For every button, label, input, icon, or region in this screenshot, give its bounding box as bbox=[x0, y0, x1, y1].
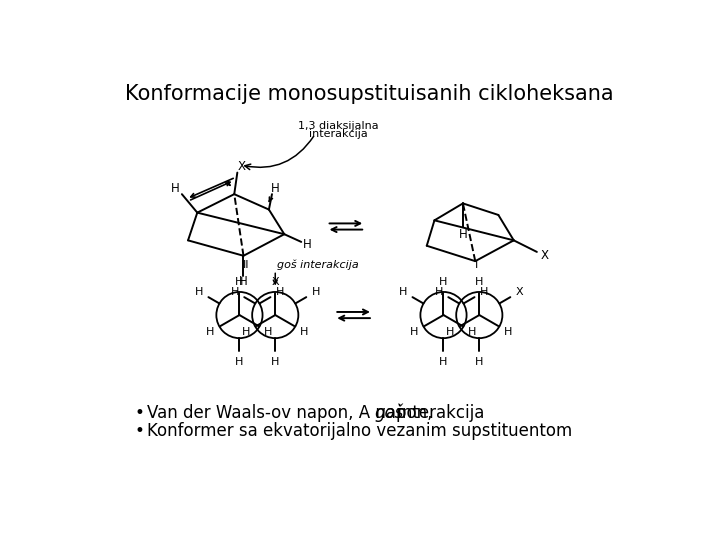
Text: H: H bbox=[271, 356, 279, 367]
Text: H: H bbox=[459, 228, 467, 241]
Text: X: X bbox=[541, 249, 549, 262]
Text: H: H bbox=[439, 276, 448, 287]
Text: H: H bbox=[242, 327, 251, 337]
Text: H: H bbox=[399, 287, 408, 297]
Text: H: H bbox=[230, 287, 239, 297]
Text: H: H bbox=[300, 327, 308, 337]
Text: X: X bbox=[271, 276, 279, 287]
Text: H: H bbox=[235, 276, 243, 287]
Text: H: H bbox=[271, 181, 279, 194]
Text: H: H bbox=[303, 239, 312, 252]
Text: goš interakcija: goš interakcija bbox=[276, 260, 359, 270]
Text: X: X bbox=[516, 287, 523, 297]
Text: H: H bbox=[475, 356, 484, 367]
FancyArrowPatch shape bbox=[245, 137, 314, 170]
Text: •: • bbox=[134, 404, 144, 422]
Text: I: I bbox=[475, 260, 478, 270]
Text: H: H bbox=[410, 327, 418, 337]
Text: H: H bbox=[235, 356, 243, 367]
Text: II: II bbox=[243, 260, 249, 270]
Text: H: H bbox=[312, 287, 320, 297]
Text: H: H bbox=[439, 356, 448, 367]
Text: H: H bbox=[475, 276, 484, 287]
Text: Van der Waals-ov napon, A napon,: Van der Waals-ov napon, A napon, bbox=[148, 404, 438, 422]
Text: interakcija: interakcija bbox=[309, 129, 368, 139]
Text: H: H bbox=[195, 287, 203, 297]
Text: H: H bbox=[276, 287, 284, 297]
Text: H: H bbox=[206, 327, 215, 337]
Text: H: H bbox=[468, 327, 477, 337]
Text: H: H bbox=[264, 327, 273, 337]
Text: 1,3 diaksijalna: 1,3 diaksijalna bbox=[298, 122, 379, 131]
Text: H: H bbox=[504, 327, 513, 337]
Text: X: X bbox=[238, 160, 246, 173]
Text: H: H bbox=[171, 181, 180, 194]
Text: goš: goš bbox=[374, 403, 404, 422]
Text: Konformacije monosupstituisanih cikloheksana: Konformacije monosupstituisanih ciklohek… bbox=[125, 84, 613, 104]
Text: H: H bbox=[435, 287, 443, 297]
Text: Konformer sa ekvatorijalno vezanim supstituentom: Konformer sa ekvatorijalno vezanim supst… bbox=[148, 422, 572, 440]
Text: interakcija: interakcija bbox=[392, 404, 485, 422]
Text: H: H bbox=[480, 287, 488, 297]
Text: H: H bbox=[239, 275, 248, 288]
Text: H: H bbox=[446, 327, 454, 337]
Text: •: • bbox=[134, 422, 144, 440]
